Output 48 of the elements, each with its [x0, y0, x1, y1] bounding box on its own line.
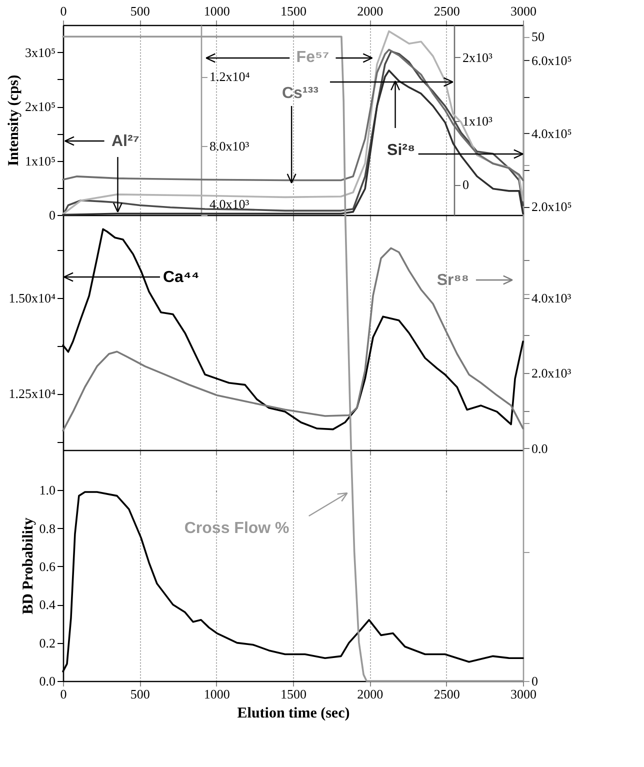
text: Al²⁷ [111, 133, 140, 150]
y-tick-label: 1.0 [39, 482, 56, 498]
y-tick-label: 0.2 [39, 635, 56, 650]
x-tick-label: 500 [130, 686, 150, 702]
x-tick-label: 3000 [510, 4, 536, 18]
series-label: Si²⁸ [387, 142, 416, 159]
x-tick-label: 1500 [280, 686, 306, 702]
y2-tick-label: 6.0x10⁵ [532, 52, 572, 68]
y-tick-label: 0 [462, 177, 469, 192]
text: Fe⁵⁷ [296, 49, 330, 66]
y2-tick-label: 2.0x10³ [532, 366, 572, 381]
y-tick-label: 3x10⁵ [24, 44, 56, 60]
y-tick-label: 1.25x10⁴ [8, 386, 56, 402]
y3-tick-label: 1.2x10⁴ [210, 69, 250, 84]
x-tick-label: 500 [130, 4, 150, 18]
x-tick-label: 0 [60, 4, 67, 18]
x-axis-title: Elution time (sec) [237, 706, 350, 722]
text: Cs¹³³ [282, 85, 318, 102]
y-tick-label: 0.4 [39, 597, 56, 612]
y-tick-label: 0.6 [39, 558, 56, 574]
y-tick-label: 2x10³ [462, 50, 492, 65]
y-tick-label: 1.50x10⁴ [8, 290, 56, 306]
y3-tick-label: 4.0x10³ [210, 196, 250, 212]
y2-tick-label: 4.0x10³ [532, 290, 572, 306]
y2-tick-label: 4.0x10⁵ [532, 126, 572, 141]
x-tick-label: 2500 [434, 4, 460, 18]
text: Cross Flow % [184, 520, 290, 537]
x-tick-label: 2000 [357, 4, 384, 18]
y-tick-label: 1x10⁵ [24, 153, 56, 168]
x-tick-label: 1000 [204, 686, 230, 702]
y-tick-label: 1x10³ [462, 114, 492, 129]
x-tick-label: 0 [60, 686, 67, 702]
y-tick-label: 50 [532, 29, 544, 44]
y-tick-label: 2x10⁵ [24, 99, 56, 114]
y2-tick-label: 2.0x10⁵ [532, 199, 572, 214]
y-tick-label: 0.8 [39, 520, 56, 536]
x-tick-label: 3000 [510, 686, 536, 702]
y-tick-label: 0 [49, 208, 56, 222]
y-tick-label: 0.0 [39, 674, 56, 688]
x-tick-label: 1500 [280, 4, 306, 18]
y-axis-title: Intensity (cps) [6, 74, 22, 166]
x-tick-label: 2000 [357, 686, 384, 702]
series-label: Ca⁴⁴ [162, 269, 200, 286]
y-axis-title: BD Probability [20, 517, 36, 614]
legend-label: Sr⁸⁸ [436, 272, 469, 289]
y3-tick-label: 8.0x10³ [210, 138, 250, 154]
x-tick-label: 1000 [204, 4, 230, 18]
x-tick-label: 2500 [434, 686, 460, 702]
